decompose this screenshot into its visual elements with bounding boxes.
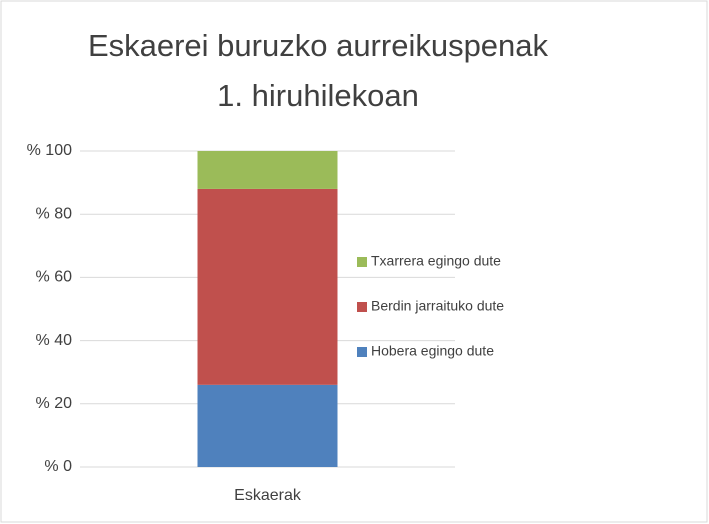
bar-segment (197, 384, 338, 467)
y-tick-label: % 60 (36, 269, 73, 286)
y-tick-label: % 20 (36, 395, 73, 412)
legend-label: Hobera egingo dute (371, 343, 494, 359)
x-tick-label: Eskaerak (234, 487, 302, 504)
legend-swatch (357, 347, 367, 357)
legend-swatch (357, 302, 367, 312)
chart-title: 1. hiruhilekoan (217, 78, 419, 113)
y-tick-label: % 0 (44, 458, 72, 475)
bar-segment (197, 188, 338, 385)
y-tick-label: % 100 (27, 142, 72, 159)
chart-title: Eskaerei buruzko aurreikuspenak (88, 28, 549, 63)
legend-label: Txarrera egingo dute (371, 253, 501, 269)
legend-label: Berdin jarraituko dute (371, 298, 504, 314)
y-tick-label: % 80 (36, 205, 73, 222)
bar-segment (197, 151, 338, 189)
y-tick-label: % 40 (36, 332, 73, 349)
legend-swatch (357, 257, 367, 267)
